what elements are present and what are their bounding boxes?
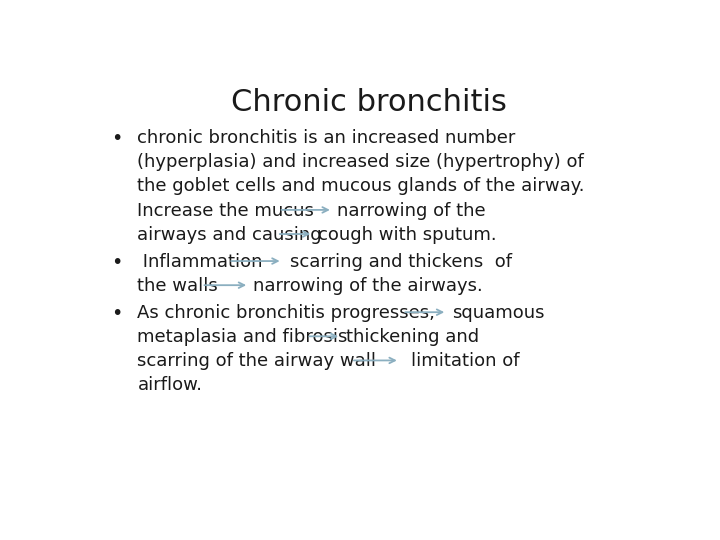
Text: Inflammation: Inflammation: [138, 253, 263, 271]
Text: squamous: squamous: [451, 304, 544, 322]
Text: airways and causing: airways and causing: [138, 226, 322, 244]
Text: (hyperplasia) and increased size (hypertrophy) of: (hyperplasia) and increased size (hypert…: [138, 153, 584, 171]
Text: scarring and thickens  of: scarring and thickens of: [289, 253, 512, 271]
Text: metaplasia and fibrosis: metaplasia and fibrosis: [138, 328, 348, 346]
Text: airflow.: airflow.: [138, 376, 202, 394]
Text: narrowing of the airways.: narrowing of the airways.: [253, 277, 483, 295]
Text: cough with sputum.: cough with sputum.: [318, 226, 496, 244]
Text: the goblet cells and mucous glands of the airway.: the goblet cells and mucous glands of th…: [138, 178, 585, 195]
Text: •: •: [111, 129, 122, 149]
Text: chronic bronchitis is an increased number: chronic bronchitis is an increased numbe…: [138, 129, 516, 147]
Text: •: •: [111, 304, 122, 323]
Text: Chronic bronchitis: Chronic bronchitis: [231, 87, 507, 117]
Text: limitation of: limitation of: [411, 352, 519, 370]
Text: the walls: the walls: [138, 277, 218, 295]
Text: narrowing of the: narrowing of the: [337, 201, 486, 220]
Text: scarring of the airway wall: scarring of the airway wall: [138, 352, 377, 370]
Text: •: •: [111, 253, 122, 272]
Text: thickening and: thickening and: [346, 328, 479, 346]
Text: Increase the mucus: Increase the mucus: [138, 201, 315, 220]
Text: As chronic bronchitis progresses,: As chronic bronchitis progresses,: [138, 304, 436, 322]
